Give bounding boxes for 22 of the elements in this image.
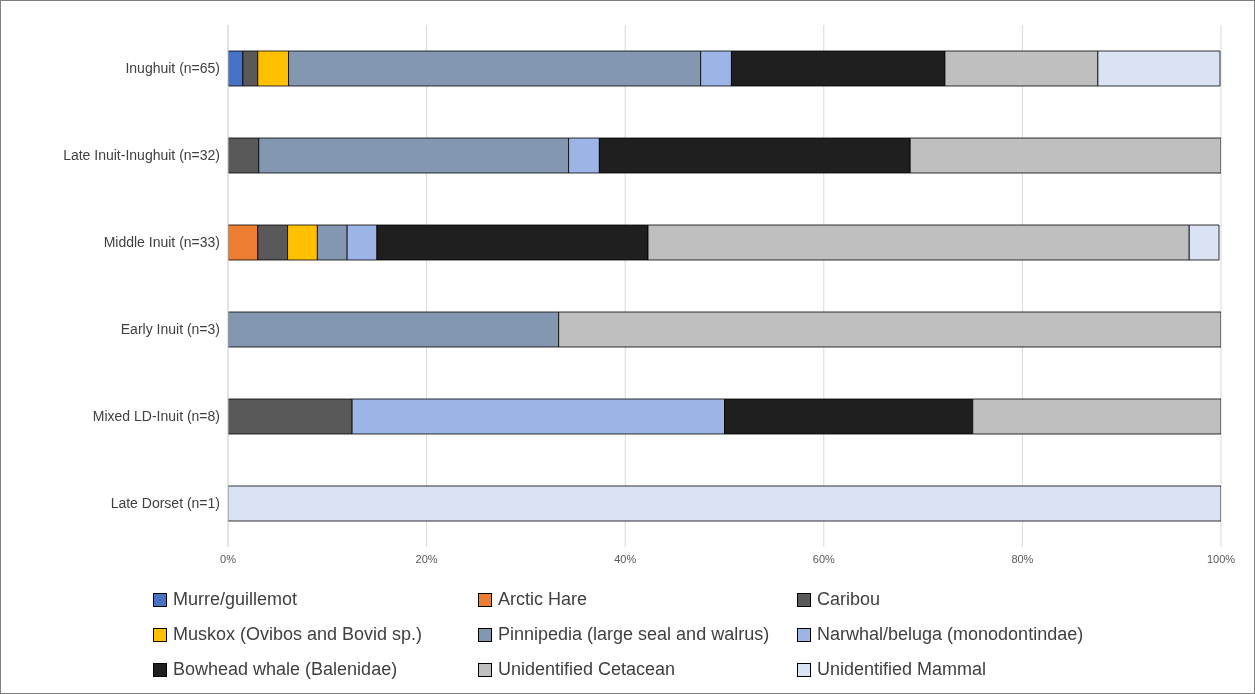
- x-tick-label: 80%: [1011, 552, 1034, 565]
- legend-label: Arctic Hare: [498, 589, 588, 610]
- legend-label: Bowhead whale (Balenidae): [173, 659, 398, 680]
- x-tick-label: 20%: [415, 552, 438, 565]
- y-tick-label: Late Dorset (n=1): [110, 495, 220, 512]
- legend-label: Murre/guillemot: [173, 589, 298, 610]
- x-tick-label: 60%: [812, 552, 836, 565]
- legend-label: Caribou: [817, 589, 881, 610]
- legend-label: Pinnipedia (large seal and walrus): [498, 624, 770, 645]
- x-tick-label: 40%: [614, 552, 637, 565]
- legend-label: Unidentified Mammal: [817, 659, 987, 680]
- x-tick-label: 100%: [1206, 552, 1236, 565]
- y-tick-label: Inughuit (n=65): [125, 60, 220, 77]
- legend-label: Muskox (Ovibos and Bovid sp.): [173, 624, 423, 645]
- y-tick-label: Late Inuit-Inughuit (n=32): [63, 147, 220, 164]
- y-tick-label: Early Inuit (n=3): [120, 321, 220, 338]
- bar: [228, 485, 1221, 522]
- y-tick-label: Mixed LD-Inuit (n=8): [92, 408, 220, 425]
- legend-label: Narwhal/beluga (monodontindae): [817, 624, 1084, 645]
- y-tick-label: Middle Inuit (n=33): [103, 234, 220, 251]
- legend-label: Unidentified Cetacean: [498, 659, 676, 680]
- x-tick-label: 0%: [220, 552, 237, 565]
